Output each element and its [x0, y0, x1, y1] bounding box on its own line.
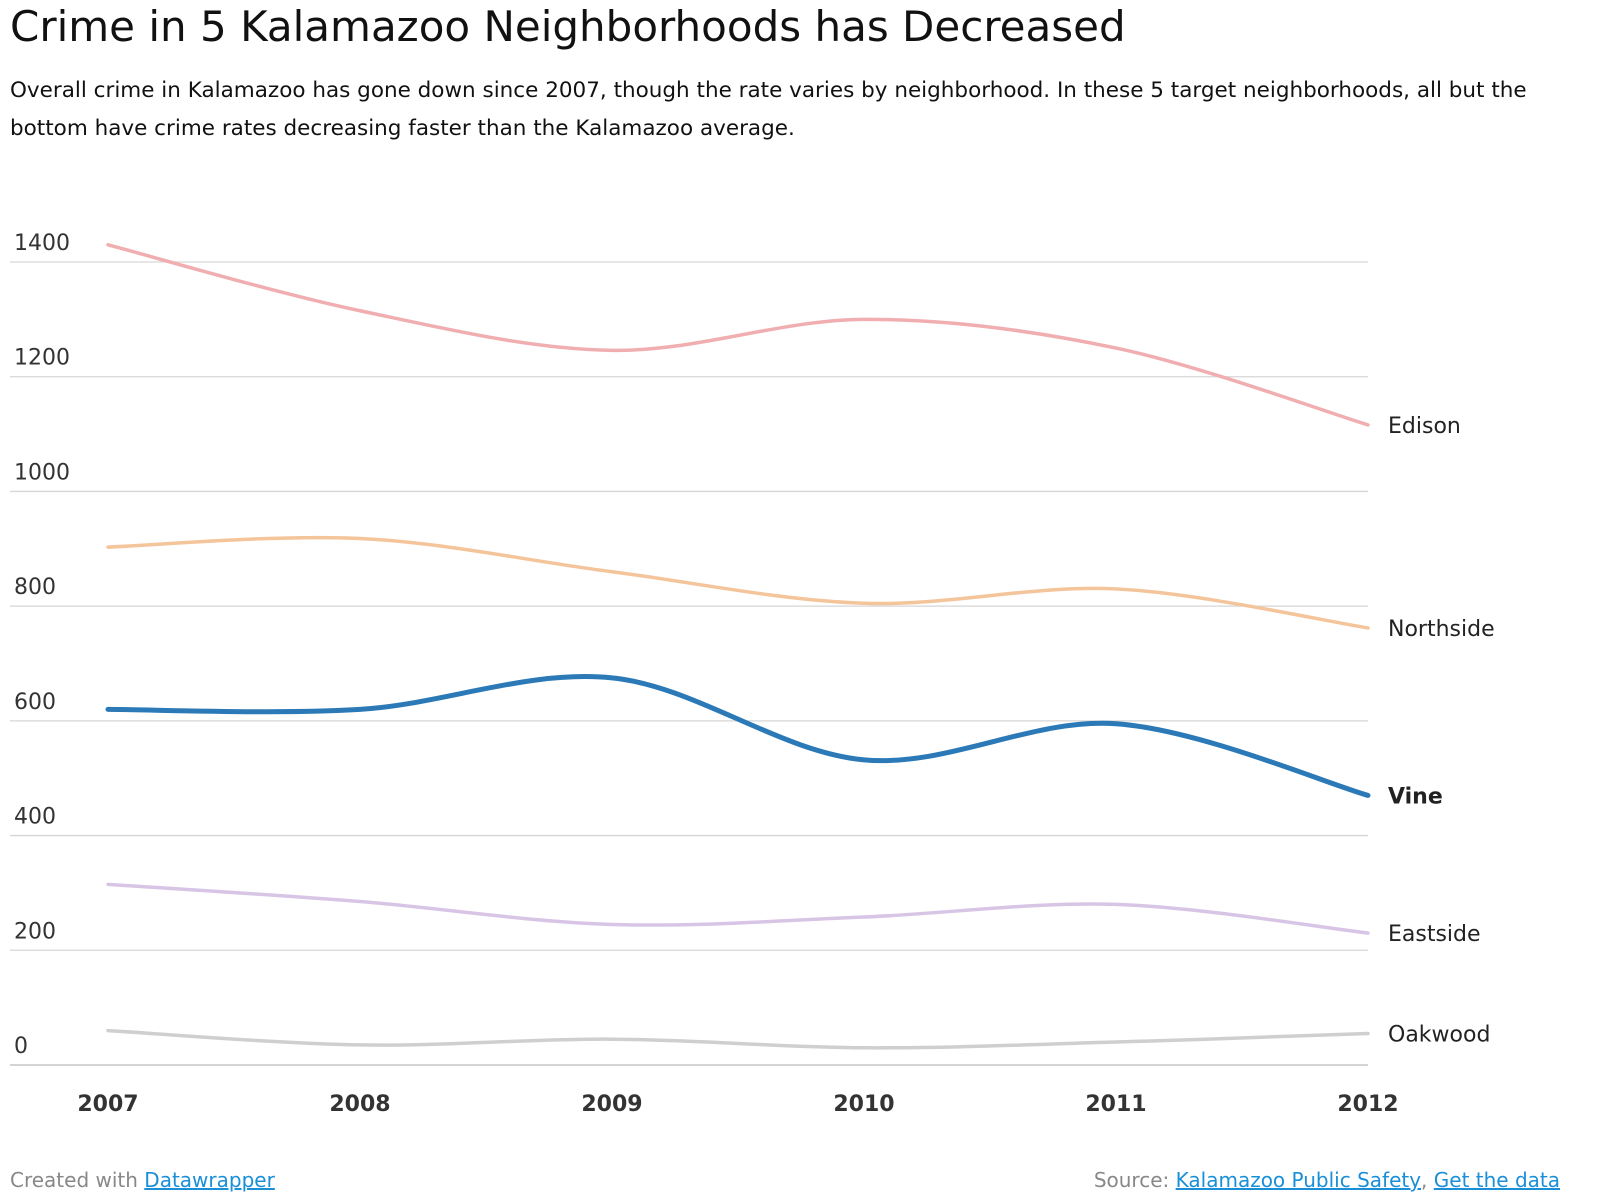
y-tick-label: 0 — [14, 1034, 28, 1059]
y-tick-label: 1200 — [14, 346, 70, 371]
series-lines — [105, 243, 1371, 1050]
source-separator: , — [1421, 1168, 1434, 1192]
series-line-northside — [106, 535, 1370, 630]
chart-subtitle: Overall crime in Kalamazoo has gone down… — [10, 78, 1527, 141]
gridlines — [10, 261, 1368, 1066]
y-tick-label: 200 — [14, 919, 56, 944]
x-tick-label: 2007 — [77, 1092, 138, 1117]
x-tick-label: 2010 — [833, 1092, 894, 1117]
source-link[interactable]: Kalamazoo Public Safety — [1175, 1168, 1422, 1192]
credit: Created with Datawrapper — [10, 1168, 275, 1192]
series-line-edison — [106, 243, 1370, 427]
series-label-vine: Vine — [1388, 784, 1443, 809]
x-tick-label: 2011 — [1085, 1092, 1146, 1117]
series-label-eastside: Eastside — [1388, 922, 1481, 947]
series-label-oakwood: Oakwood — [1388, 1022, 1490, 1047]
series-line-vine — [105, 674, 1371, 798]
x-axis-ticks: 2007 2008 2009 2010 2011 2012 — [77, 1092, 1398, 1117]
y-tick-label: 600 — [14, 690, 56, 715]
y-tick-label: 400 — [14, 805, 56, 830]
y-axis-ticks: 0 200 400 600 800 1000 1200 1400 — [14, 231, 70, 1059]
series-labels: Edison Northside Eastside Oakwood Vine — [1388, 414, 1495, 1048]
x-tick-label: 2009 — [581, 1092, 642, 1117]
datawrapper-link[interactable]: Datawrapper — [144, 1168, 275, 1192]
credit-prefix: Created with — [10, 1168, 145, 1192]
y-tick-label: 800 — [14, 575, 56, 600]
y-tick-label: 1000 — [14, 460, 70, 485]
x-tick-label: 2008 — [329, 1092, 390, 1117]
y-tick-label: 1400 — [14, 231, 70, 256]
series-label-edison: Edison — [1388, 414, 1461, 439]
get-data-link[interactable]: Get the data — [1433, 1168, 1560, 1192]
x-tick-label: 2012 — [1337, 1092, 1398, 1117]
chart-title: Crime in 5 Kalamazoo Neighborhoods has D… — [10, 2, 1126, 51]
series-line-oakwood — [106, 1028, 1370, 1050]
series-line-eastside — [106, 882, 1370, 935]
source-prefix: Source: — [1093, 1168, 1176, 1192]
series-label-northside: Northside — [1388, 617, 1495, 642]
source: Source: Kalamazoo Public Safety, Get the… — [1094, 1168, 1560, 1192]
